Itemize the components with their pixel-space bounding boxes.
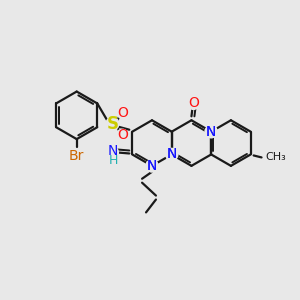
Circle shape xyxy=(117,129,128,140)
Circle shape xyxy=(166,148,178,160)
Circle shape xyxy=(106,146,119,158)
Text: N: N xyxy=(107,145,118,158)
Text: CH₃: CH₃ xyxy=(266,152,286,162)
Text: N: N xyxy=(167,148,177,161)
Text: O: O xyxy=(188,96,199,110)
Text: S: S xyxy=(106,115,119,133)
Text: N: N xyxy=(206,125,216,139)
Text: N: N xyxy=(167,148,177,161)
Circle shape xyxy=(117,107,128,118)
Circle shape xyxy=(205,126,217,138)
Circle shape xyxy=(205,126,217,138)
Text: O: O xyxy=(117,128,128,142)
Circle shape xyxy=(146,160,158,172)
Circle shape xyxy=(166,148,178,160)
Text: Br: Br xyxy=(69,149,84,163)
Text: H: H xyxy=(109,154,118,167)
Text: O: O xyxy=(117,106,128,120)
Circle shape xyxy=(146,160,158,172)
Text: N: N xyxy=(206,125,216,139)
Text: N: N xyxy=(147,159,157,173)
Circle shape xyxy=(106,117,119,130)
Circle shape xyxy=(188,98,200,110)
Text: N: N xyxy=(147,159,157,173)
